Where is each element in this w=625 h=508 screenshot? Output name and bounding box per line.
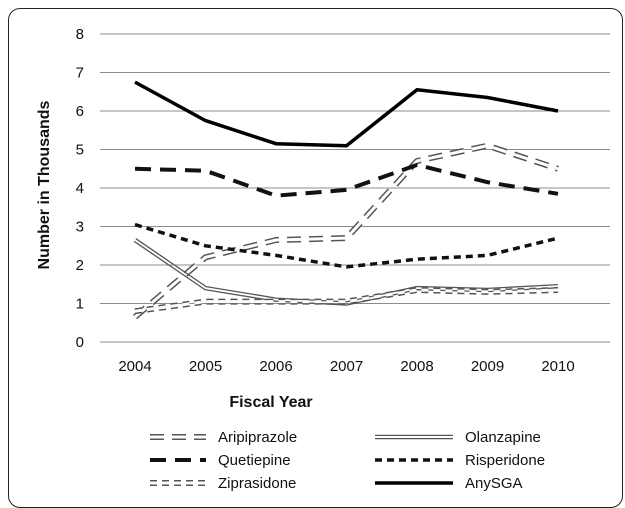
data-point — [486, 144, 490, 148]
data-point — [415, 88, 419, 92]
chart-frame — [8, 8, 623, 508]
legend-item: Aripiprazole — [150, 429, 297, 446]
x-tick-label: 2009 — [471, 358, 504, 375]
data-point — [133, 80, 137, 84]
series-line — [134, 222, 559, 269]
data-point — [556, 167, 560, 171]
series-aripiprazole — [133, 142, 560, 320]
data-point — [133, 167, 137, 171]
y-tick-label: 1 — [76, 296, 84, 313]
series-olanzapine — [133, 238, 559, 306]
data-point — [486, 253, 490, 257]
data-point — [204, 244, 208, 248]
data-point — [345, 144, 349, 148]
series-line — [134, 80, 559, 148]
legend-label: Aripiprazole — [218, 429, 297, 446]
series-line — [133, 240, 559, 306]
y-tick-label: 5 — [76, 142, 84, 159]
legend-item: Ziprasidone — [150, 475, 296, 492]
series-line — [134, 288, 559, 313]
legend-label: Ziprasidone — [218, 475, 296, 492]
legend-item: Olanzapine — [375, 429, 541, 446]
legend: Aripiprazole Olanzapine Quetiepine Risperid… — [150, 429, 545, 492]
x-tick-label: 2004 — [118, 358, 151, 375]
series-ziprasidone — [133, 287, 560, 315]
y-tick-label: 8 — [76, 26, 84, 43]
x-tick-label: 2010 — [541, 358, 574, 375]
data-point — [415, 163, 419, 167]
legend-label: Risperidone — [465, 452, 545, 469]
data-point — [556, 236, 560, 240]
series-anysga — [133, 80, 560, 148]
data-point — [556, 192, 560, 196]
data-point — [133, 309, 137, 313]
data-point — [274, 253, 278, 257]
series-line — [134, 144, 559, 319]
x-tick-label: 2007 — [330, 358, 363, 375]
y-tick-label: 3 — [76, 219, 84, 236]
legend-label: AnySGA — [465, 475, 523, 492]
data-point — [274, 300, 278, 304]
data-point — [345, 188, 349, 192]
data-point — [415, 288, 419, 292]
y-tick-label: 4 — [76, 180, 84, 197]
data-point — [345, 236, 349, 240]
series-quetiepine — [133, 162, 560, 198]
data-point — [133, 238, 137, 242]
series-line — [135, 238, 558, 303]
data-point — [204, 255, 208, 259]
series-risperidone — [133, 222, 560, 269]
data-point — [415, 159, 419, 163]
x-axis-title: Fiscal Year — [229, 394, 312, 411]
series-line — [134, 162, 559, 198]
series-lines — [133, 80, 560, 320]
y-axis-title: Number in Thousands — [36, 100, 53, 269]
data-point — [133, 315, 137, 319]
data-point — [204, 119, 208, 123]
y-tick-label: 6 — [76, 103, 84, 120]
data-point — [204, 286, 208, 290]
data-point — [274, 142, 278, 146]
data-point — [486, 180, 490, 184]
x-tick-labels: 2004 2005 2006 2007 2008 2009 2010 — [118, 358, 574, 375]
legend-item: Quetiepine — [150, 452, 291, 469]
data-point — [486, 290, 490, 294]
data-point — [345, 300, 349, 304]
y-tick-label: 0 — [76, 334, 84, 351]
y-tick-label: 2 — [76, 257, 84, 274]
data-point — [274, 238, 278, 242]
y-tick-labels: 0 1 2 3 4 5 6 7 8 — [76, 26, 84, 351]
data-point — [204, 300, 208, 304]
legend-item: AnySGA — [375, 475, 523, 492]
y-tick-label: 7 — [76, 65, 84, 82]
data-point — [133, 223, 137, 227]
x-tick-label: 2006 — [259, 358, 292, 375]
line-chart: 0 1 2 3 4 5 6 7 8 2004 2005 2006 2007 2008 2009 2010 F… — [36, 26, 610, 492]
x-tick-label: 2008 — [400, 358, 433, 375]
legend-item: Risperidone — [375, 452, 545, 469]
x-tick-label: 2005 — [189, 358, 222, 375]
data-point — [274, 194, 278, 198]
data-point — [415, 257, 419, 261]
data-point — [204, 169, 208, 173]
legend-label: Quetiepine — [218, 452, 291, 469]
legend-label: Olanzapine — [465, 429, 541, 446]
data-point — [486, 96, 490, 100]
data-point — [556, 288, 560, 292]
data-point — [556, 109, 560, 113]
data-point — [345, 265, 349, 269]
